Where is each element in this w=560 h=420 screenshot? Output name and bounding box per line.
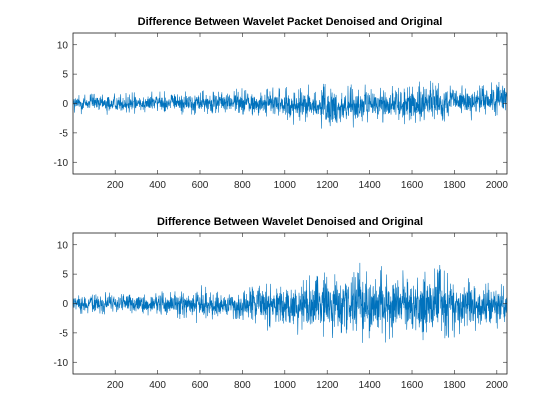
x-tick-label: 1200: [316, 180, 339, 191]
chart-title: Difference Between Wavelet Packet Denois…: [138, 16, 443, 28]
x-tick-label: 600: [192, 180, 209, 191]
y-tick-label: -5: [59, 328, 68, 339]
y-tick-label: 10: [57, 240, 69, 251]
y-tick-label: 5: [62, 70, 68, 81]
x-tick-label: 800: [234, 180, 251, 191]
x-tick-label: 1600: [401, 180, 424, 191]
y-tick-label: -5: [59, 128, 68, 139]
x-tick-label: 1600: [401, 380, 424, 391]
x-tick-label: 400: [149, 380, 166, 391]
series-line: [72, 80, 508, 129]
x-tick-label: 1800: [443, 380, 466, 391]
bottom-axes: 200 400 600 800 1000 1200 1400 1600 1800 2000 -10 -…: [54, 216, 509, 391]
x-tick-label: 1400: [358, 380, 381, 391]
y-tick-label: 10: [57, 40, 69, 51]
series-line: [72, 262, 508, 343]
y-tick-label: 5: [62, 270, 68, 281]
y-tick-label: -10: [54, 158, 69, 169]
x-tick-label: 1000: [274, 180, 297, 191]
y-tick-label: 0: [62, 299, 68, 310]
y-tick-label: -10: [54, 358, 69, 369]
x-tick-label: 800: [234, 380, 251, 391]
x-tick-label: 200: [107, 380, 124, 391]
x-tick-label: 1200: [316, 380, 339, 391]
x-tick-label: 2000: [486, 380, 509, 391]
x-tick-label: 1800: [443, 180, 466, 191]
x-tick-label: 1000: [274, 380, 297, 391]
x-tick-label: 2000: [486, 180, 509, 191]
y-tick-label: 0: [62, 99, 68, 110]
x-tick-label: 400: [149, 180, 166, 191]
x-tick-label: 200: [107, 180, 124, 191]
x-tick-label: 1400: [358, 180, 381, 191]
top-axes: 200 400 600 800 1000 1200 1400 1600 1800 2000 -10 -…: [54, 16, 509, 191]
x-tick-label: 600: [192, 380, 209, 391]
chart-title: Difference Between Wavelet Denoised and …: [157, 216, 423, 228]
